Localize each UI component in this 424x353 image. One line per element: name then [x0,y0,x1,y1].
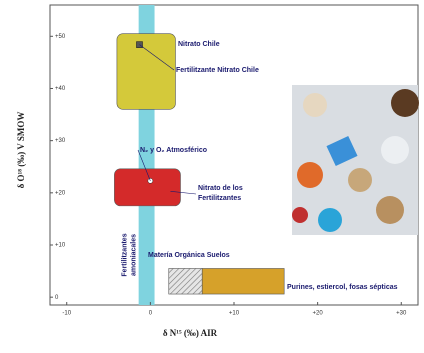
x-tick-label: +20 [313,311,324,317]
photo [292,85,419,235]
x-tick-label: -10 [62,311,71,317]
y-tick-label: +50 [55,34,66,40]
point-label: N₂ y O₂ Atmosférico [140,147,207,154]
region-label: Nitrato Chile [178,41,220,48]
y-axis-label: δ O¹⁸ (‰) V SMOW [16,112,26,189]
region-label: Purines, estiercol, fosas sépticas [287,284,398,291]
y-tick-label: +10 [55,243,66,249]
point-label: Fertilitzante Nitrato Chile [176,67,259,74]
region [114,169,180,206]
x-tick-label: 0 [149,311,153,317]
y-tick-label: +30 [55,138,66,144]
x-axis-label: δ N¹⁵ (‰) AIR [163,328,218,338]
y-tick-label: +20 [55,190,66,196]
x-tick-label: +30 [396,311,407,317]
band-label: Fertilitzantes [121,233,128,276]
page: δ O¹⁸ (‰) V SMOW δ N¹⁵ (‰) AIR Fertilitz… [0,0,424,348]
region [169,268,202,294]
y-tick-label: +40 [55,86,66,92]
chart: δ O¹⁸ (‰) V SMOW δ N¹⁵ (‰) AIR Fertilitz… [0,0,424,348]
region [202,268,284,294]
region [117,34,176,110]
band-label: amoniacales [130,234,137,276]
region-label: Matería Orgánica Suelos [148,252,230,259]
x-tick-label: +10 [229,311,240,317]
